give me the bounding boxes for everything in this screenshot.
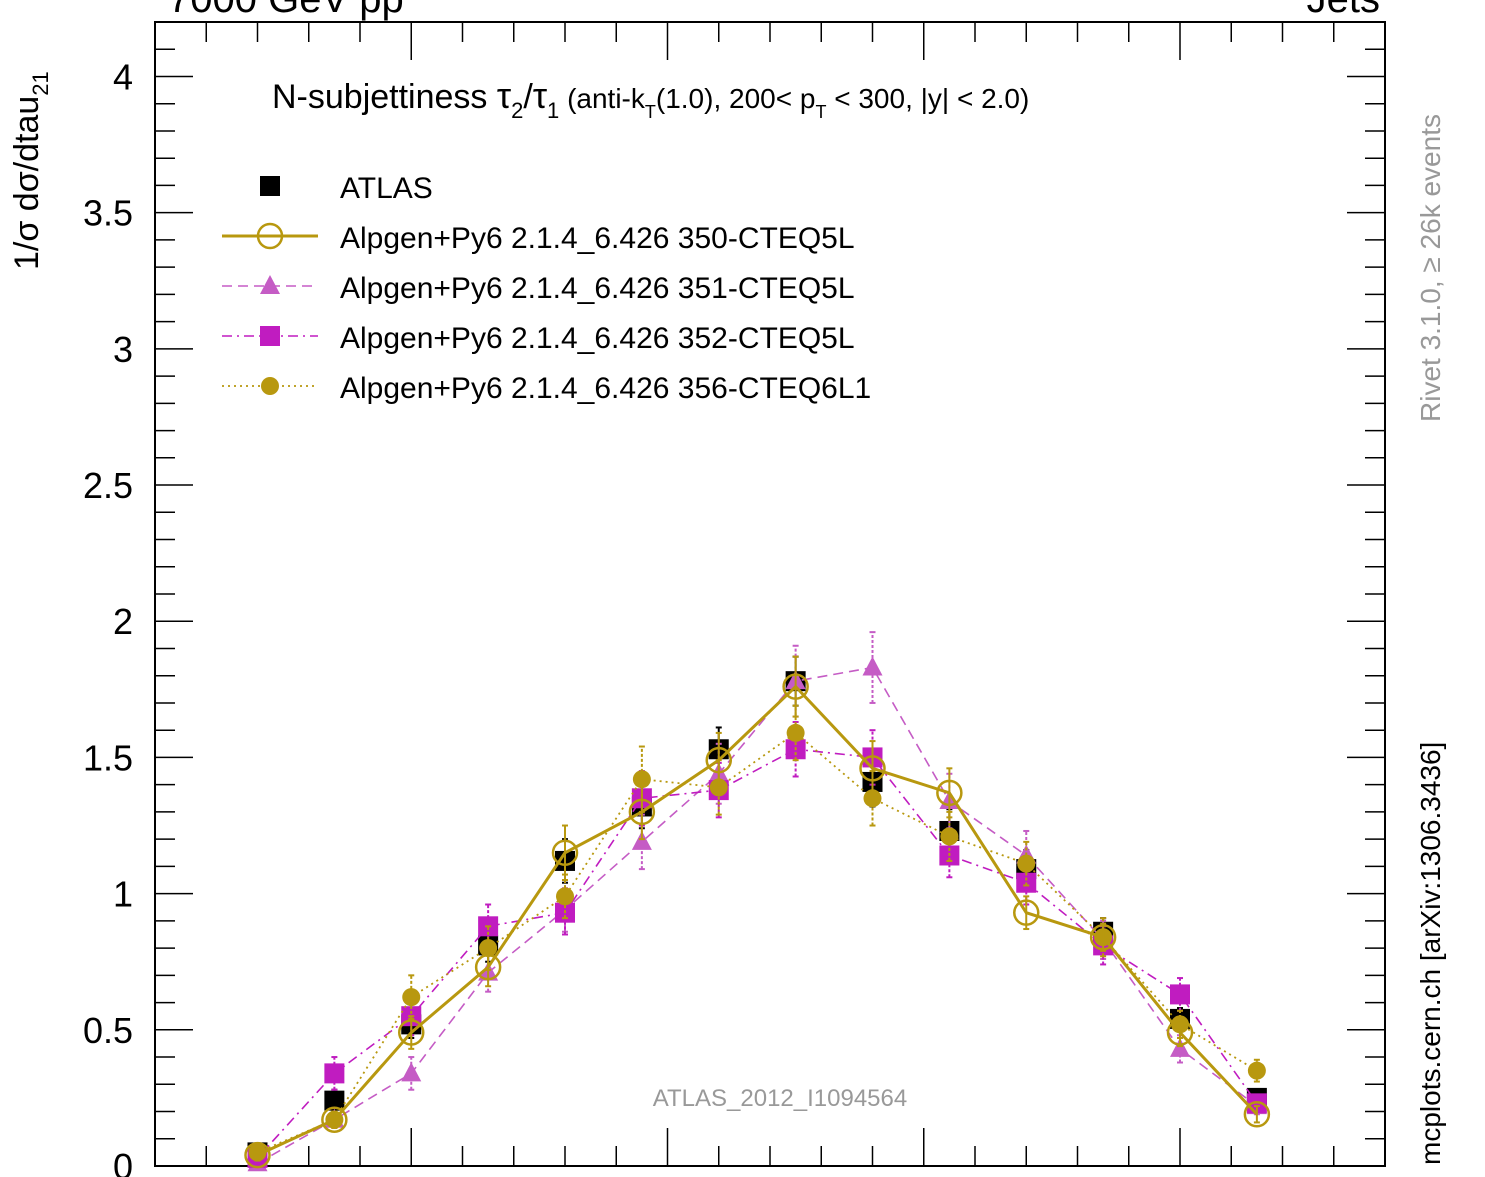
data-point	[1170, 1037, 1190, 1057]
data-point	[863, 789, 882, 808]
rivet-version-text: Rivet 3.1.0, ≥ 26k events	[1415, 114, 1446, 422]
data-point	[321, 1106, 348, 1133]
mcplots-source-text: mcplots.cern.ch [arXiv:1306.3436]	[1415, 742, 1446, 1165]
data-point	[324, 1090, 345, 1111]
series-open-circle-solid	[244, 655, 1271, 1169]
legend: ATLAS Alpgen+Py6 2.1.4_6.426 350-CTEQ5L Al…	[222, 172, 871, 405]
legend-label: Alpgen+Py6 2.1.4_6.426 351-CTEQ5L	[340, 272, 855, 305]
legend-item: ATLAS	[260, 172, 433, 205]
data-point	[324, 1063, 345, 1084]
chart-title: N-subjettiness τ2/τ1 (anti-kT(1.0), 200<…	[272, 75, 1029, 123]
data-point	[940, 827, 959, 846]
y-tick-label: 3	[113, 329, 133, 370]
plot-area: 0 0.5 1 1.5 2 2.5 3 3.5 4	[83, 21, 1386, 1177]
title-sub-2: 2	[511, 98, 523, 123]
data-point	[628, 798, 656, 826]
title-sub-t2: T	[815, 102, 826, 122]
data-point	[1243, 1100, 1271, 1128]
title-tau-b: τ	[533, 75, 547, 116]
data-point	[1170, 984, 1190, 1005]
y-tick-label: 4	[113, 56, 133, 97]
legend-marker	[261, 377, 279, 395]
legend-item: Alpgen+Py6 2.1.4_6.426 350-CTEQ5L	[222, 222, 855, 255]
data-point	[402, 988, 421, 1007]
data-point	[244, 1141, 271, 1169]
legend-marker	[260, 176, 280, 196]
data-point	[705, 746, 732, 774]
legend-label: Alpgen+Py6 2.1.4_6.426 352-CTEQ5L	[340, 322, 855, 355]
y-tick-label: 0	[113, 1146, 133, 1177]
series-line	[256, 748, 1258, 1159]
data-point	[786, 723, 805, 742]
data-point	[1013, 899, 1040, 926]
header-left-text: 7000 GeV pp	[168, 0, 404, 21]
title-main: N-subjettiness	[272, 78, 497, 116]
data-point	[551, 839, 579, 867]
legend-label: Alpgen+Py6 2.1.4_6.426 356-CTEQ6L1	[340, 372, 871, 405]
y-tick-label: 1.5	[83, 737, 133, 778]
y-tick-label: 2.5	[83, 465, 133, 506]
data-point	[862, 656, 883, 676]
title-sub-t1: T	[645, 102, 656, 122]
title-rest-2: (1.0), 200< p	[656, 83, 816, 114]
data-point	[556, 887, 574, 906]
data-point	[631, 830, 652, 850]
y-axis-label-subscript: 21	[28, 71, 53, 95]
legend-item: Alpgen+Py6 2.1.4_6.426 356-CTEQ6L1	[222, 372, 871, 405]
legend-marker	[260, 275, 280, 294]
analysis-watermark: ATLAS_2012_I1094564	[653, 1085, 907, 1112]
y-axis-label-main: 1/σ dσ/dtau	[8, 96, 46, 270]
data-point	[782, 673, 809, 700]
title-rest-1: (anti-k	[559, 83, 646, 114]
series-line	[257, 731, 1258, 1154]
title-tau-a: τ	[497, 75, 511, 116]
series-line	[257, 666, 1258, 1164]
title-rest-3: < 300, |y| < 2.0)	[826, 83, 1029, 114]
y-tick-label: 3.5	[83, 193, 133, 234]
legend-item: Alpgen+Py6 2.1.4_6.426 352-CTEQ5L	[222, 322, 855, 355]
data-point	[859, 755, 886, 782]
data-point	[1089, 923, 1117, 951]
legend-item: Alpgen+Py6 2.1.4_6.426 351-CTEQ5L	[222, 272, 855, 305]
legend-marker	[256, 222, 284, 250]
data-point	[1247, 1061, 1266, 1080]
header-right-text: Jets	[1307, 0, 1380, 21]
data-point	[474, 953, 502, 981]
data-point	[632, 770, 651, 789]
data-point	[1166, 1019, 1194, 1046]
y-axis-label: 1/σ dσ/dtau21	[8, 71, 53, 270]
legend-label: ATLAS	[340, 172, 433, 205]
data-point	[936, 779, 963, 807]
data-point	[401, 1062, 422, 1082]
legend-label: Alpgen+Py6 2.1.4_6.426 350-CTEQ5L	[340, 222, 855, 255]
data-point	[398, 1019, 425, 1046]
y-tick-label: 0.5	[83, 1010, 133, 1051]
series-line	[256, 684, 1258, 1157]
legend-marker	[260, 326, 280, 346]
y-tick-label: 2	[113, 601, 133, 642]
title-sub-1: 1	[547, 98, 559, 123]
y-tick-label: 1	[113, 874, 133, 915]
title-slash: /	[523, 78, 533, 116]
data-point	[1017, 854, 1036, 873]
